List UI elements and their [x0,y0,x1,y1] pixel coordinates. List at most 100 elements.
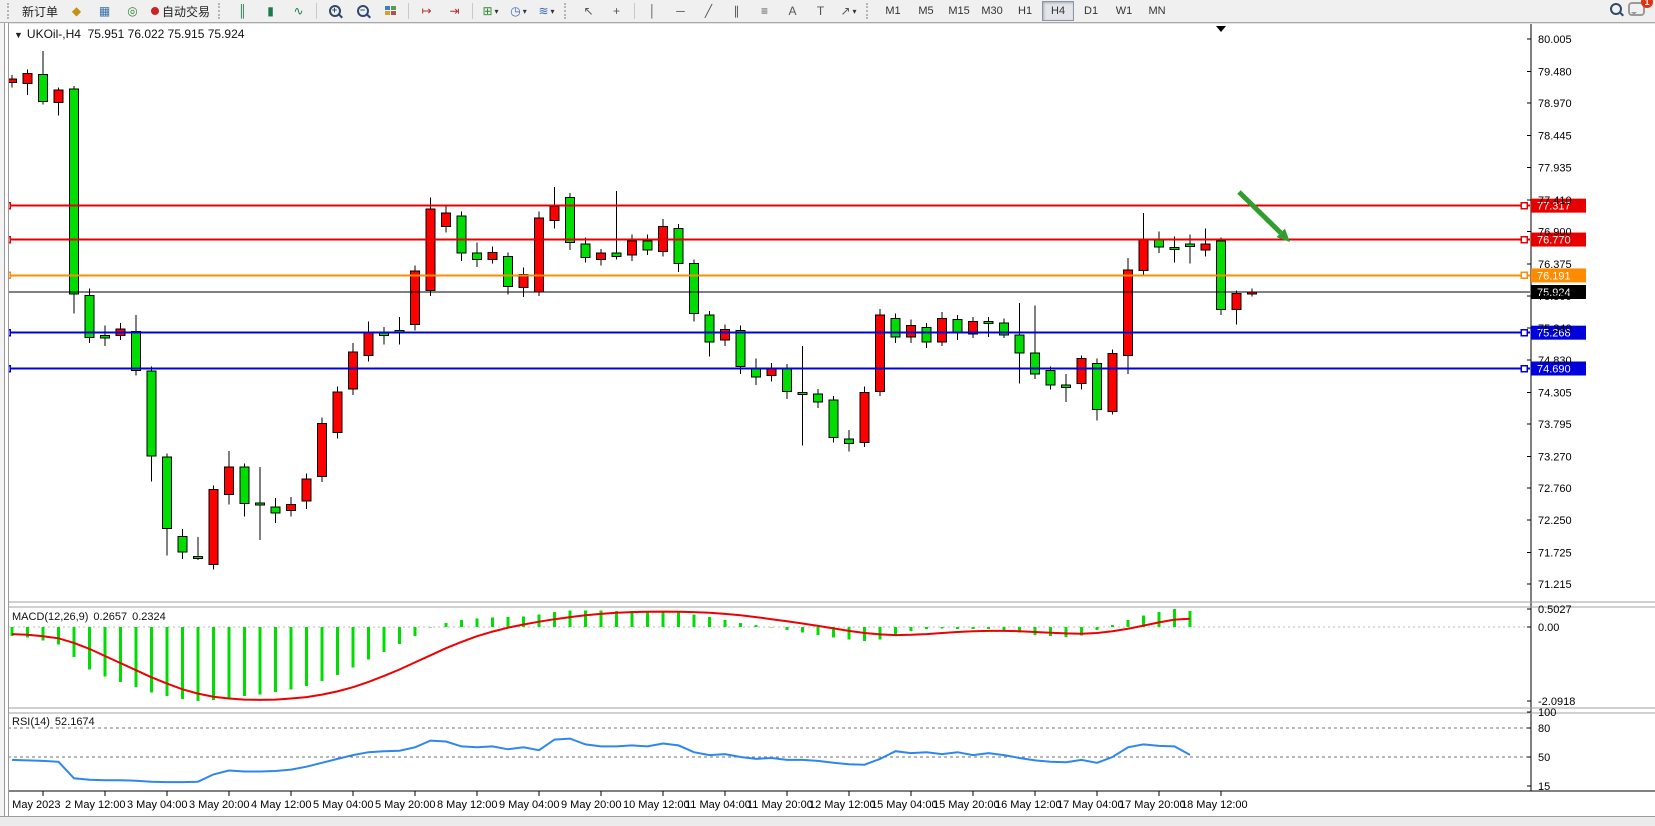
equidistant-channel-icon[interactable]: ∥ [733,4,740,18]
svg-text:77.317: 77.317 [1537,201,1571,213]
text-label-icon[interactable]: T [816,4,825,18]
bar-chart-icon[interactable]: ║ [238,4,247,18]
data-window-icon[interactable]: ▦ [98,4,111,18]
svg-text:0.00: 0.00 [1538,622,1559,634]
svg-text:78.445: 78.445 [1538,131,1572,143]
period-button[interactable]: ◷ ▾ [505,1,532,21]
svg-text:80: 80 [1538,723,1550,735]
arrows-tool-icon: ↗ [840,4,851,18]
chart-symbol-period: UKOil-,H4 [26,27,81,41]
horizontal-lines[interactable]: 77.317 76.770 76.191 75.268 74.690 75.924 [3,198,1586,376]
chevron-down-icon: ▾ [550,6,555,16]
fibonacci-icon[interactable]: ≡ [761,4,769,18]
svg-text:77.410: 77.410 [1538,195,1572,207]
market-watch-icon[interactable]: ◆ [71,4,82,18]
rsi-pane: 100 80 50 15 [8,707,1556,793]
cursor-icon[interactable]: ↖ [583,4,594,18]
toolbar-grip[interactable] [218,3,225,19]
chevron-down-icon: ▾ [522,6,527,16]
svg-text:73.795: 73.795 [1538,419,1572,431]
new-order-button[interactable]: 新订单 [18,2,62,20]
add-chart-icon: ⊞ [482,4,493,18]
svg-text:8 May 12:00: 8 May 12:00 [437,799,498,811]
zoom-out-icon[interactable]: − [349,1,376,21]
text-icon[interactable]: A [788,4,797,18]
svg-text:15 May 04:00: 15 May 04:00 [871,799,938,811]
tf-H1[interactable]: H1 [1018,5,1033,17]
toolbar-grip[interactable] [866,3,873,19]
rsi-label: RSI(14) 52.1674 [12,716,100,728]
svg-text:74.830: 74.830 [1538,355,1572,367]
chevron-down-icon: ▾ [494,6,499,16]
add-chart-button[interactable]: ⊞ ▾ [477,1,504,21]
autotrading-button[interactable]: 自动交易 [147,2,214,20]
svg-text:76.900: 76.900 [1538,226,1572,238]
annotation-arrow[interactable] [1237,190,1290,242]
svg-text:12 May 12:00: 12 May 12:00 [809,799,876,811]
trendline-icon[interactable]: ╱ [704,4,713,18]
svg-text:75.268: 75.268 [1537,328,1571,340]
crosshair-icon[interactable]: + [613,4,621,18]
toolbar-grip[interactable] [564,3,571,19]
autotrading-label: 自动交易 [162,4,211,19]
svg-text:100: 100 [1538,707,1556,719]
arrows-tool-button[interactable]: ↗ ▾ [835,1,862,21]
candlesticks [7,51,1257,570]
svg-text:76.770: 76.770 [1537,235,1571,247]
svg-text:9 May 20:00: 9 May 20:00 [561,799,622,811]
svg-text:3 May 04:00: 3 May 04:00 [127,799,188,811]
svg-text:72.760: 72.760 [1538,483,1572,495]
svg-text:71.725: 71.725 [1538,547,1572,559]
zoom-in-icon[interactable]: + [321,1,348,21]
candlestick-chart-icon[interactable]: ▮ [267,4,274,18]
notifications-button[interactable]: 1 [1628,0,1653,21]
tf-W1[interactable]: W1 [1115,5,1133,17]
horizontal-line-icon[interactable]: ─ [676,4,685,18]
line-chart-icon[interactable]: ∿ [293,4,304,18]
svg-text:74.305: 74.305 [1538,387,1572,399]
tile-windows-icon[interactable] [377,1,404,21]
vertical-line-icon[interactable]: │ [648,4,657,18]
svg-text:17 May 20:00: 17 May 20:00 [1119,799,1186,811]
time-axis[interactable]: 1 May 2023 2 May 12:00 3 May 04:00 3 May 20… [3,791,1248,811]
tf-M5[interactable]: M5 [918,5,934,17]
svg-text:18 May 12:00: 18 May 12:00 [1181,799,1248,811]
svg-text:77.935: 77.935 [1538,162,1572,174]
indicators-button[interactable]: ≋ ▾ [533,1,560,21]
tf-MN[interactable]: MN [1148,5,1166,17]
svg-text:5 May 04:00: 5 May 04:00 [313,799,374,811]
auto-scroll-icon[interactable]: ↦ [421,4,432,18]
tf-M30[interactable]: M30 [981,5,1003,17]
tf-M1[interactable]: M1 [885,5,901,17]
navigator-icon[interactable]: ◎ [127,4,138,18]
svg-text:15 May 20:00: 15 May 20:00 [933,799,1000,811]
chart-shift-icon[interactable]: ⇥ [449,4,460,18]
svg-text:73.270: 73.270 [1538,452,1572,464]
price-axis[interactable]: 80.005 79.480 78.970 78.445 77.935 77.410 76.9… [1527,34,1572,591]
timeframe-toolbar: M1 M5 M15 M30 H1 H4 D1 W1 MN [877,1,1173,21]
tf-M15[interactable]: M15 [948,5,970,17]
autotrading-icon [151,7,160,15]
svg-text:79.480: 79.480 [1538,67,1572,79]
rsi-name: RSI(14) [12,716,50,728]
svg-text:75.924: 75.924 [1537,287,1571,299]
svg-text:74.690: 74.690 [1537,364,1571,376]
window-bottom-border [0,816,1655,826]
search-icon[interactable] [1610,2,1622,20]
toolbar: 新订单 ◆ ▦ ◎ 自动交易 ║ ▮ ∿ + − ↦ ⇥ ⊞ ▾ ◷ ▾ ≋ ▾ ↖ … [0,0,1655,23]
svg-text:75.340: 75.340 [1538,323,1572,335]
toolbar-grip[interactable] [7,3,14,19]
chart-menu-icon[interactable]: ▼ [14,30,23,40]
svg-text:0.5027: 0.5027 [1538,604,1572,616]
tf-D1[interactable]: D1 [1084,5,1099,17]
chart-ohlc: 75.951 76.022 75.915 75.924 [87,27,245,41]
svg-text:11 May 04:00: 11 May 04:00 [685,799,751,811]
svg-text:-2.0918: -2.0918 [1538,696,1575,708]
svg-text:76.375: 76.375 [1538,259,1572,271]
svg-text:11 May 20:00: 11 May 20:00 [747,799,813,811]
svg-text:2 May 12:00: 2 May 12:00 [65,799,126,811]
tf-H4[interactable]: H4 [1042,1,1075,21]
macd-main-value: 0.2657 [93,611,128,623]
svg-text:75.860: 75.860 [1538,291,1572,303]
